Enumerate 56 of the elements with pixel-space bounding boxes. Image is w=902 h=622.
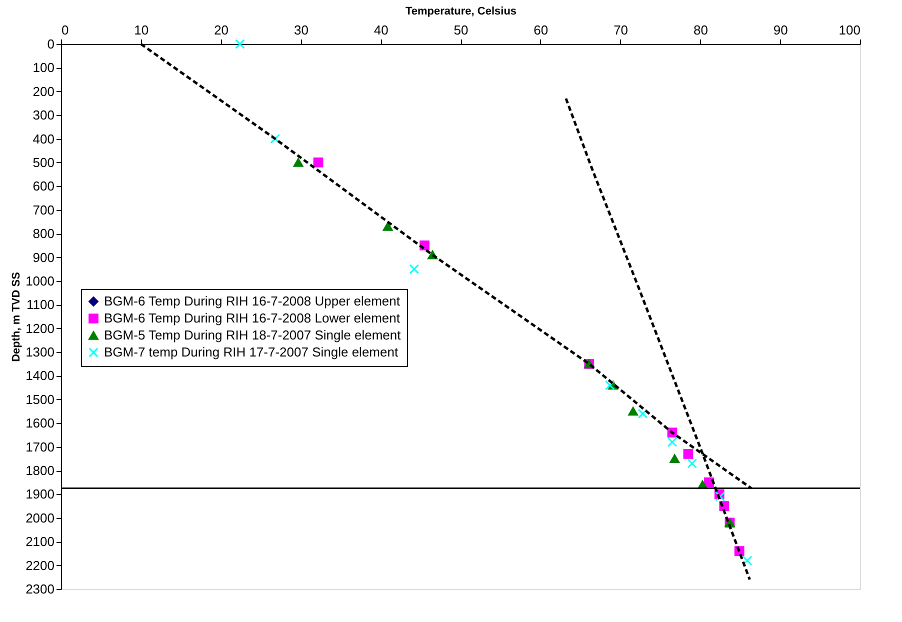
y-tick-label: 300 xyxy=(32,108,54,123)
x-tick-label: 0 xyxy=(62,22,69,38)
y-tick-label: 2000 xyxy=(26,510,54,526)
x-tick-label: 60 xyxy=(534,22,548,38)
y-tick-label: 2300 xyxy=(26,582,54,596)
legend-label: BGM-6 Temp During RIH 16-7-2008 Upper element xyxy=(104,294,400,308)
x-tick-label: 10 xyxy=(134,22,149,38)
y-tick-label: 1700 xyxy=(26,439,54,454)
legend-label: BGM-6 Temp During RIH 16-7-2008 Lower element xyxy=(104,310,400,326)
point xyxy=(382,222,393,231)
point xyxy=(667,437,678,448)
y-tick-label: 2100 xyxy=(26,534,54,550)
y-tick-label: 1400 xyxy=(26,368,54,384)
y-tick-label: 1000 xyxy=(26,273,54,288)
point xyxy=(683,449,694,459)
y-tick-label: 600 xyxy=(32,178,54,194)
y-tick-label: 1200 xyxy=(26,320,54,336)
y-tick-label: 1800 xyxy=(26,463,54,478)
point xyxy=(742,556,752,566)
legend-label: BGM-5 Temp During RIH 18-7-2007 Single element xyxy=(104,328,402,342)
y-tick-label: 1900 xyxy=(26,486,54,502)
point xyxy=(715,492,726,502)
y-tick-label: 500 xyxy=(32,154,54,170)
x-tick-label: 40 xyxy=(374,22,388,38)
point xyxy=(687,458,698,468)
y-tick-label: 200 xyxy=(32,84,54,99)
y-tick-label: 0 xyxy=(47,36,54,52)
y-tick-label: 2200 xyxy=(26,558,54,573)
y-tick-label: 1300 xyxy=(26,344,54,360)
x-tick-label: 70 xyxy=(614,22,628,38)
point xyxy=(270,134,280,144)
x-tick-label: 80 xyxy=(693,22,708,38)
point xyxy=(293,158,304,167)
point xyxy=(628,406,638,416)
y-tick-label: 1500 xyxy=(26,392,54,407)
y-tick-label: 800 xyxy=(32,226,54,242)
x-tick-label: 30 xyxy=(294,22,308,38)
y-axis-title: Depth, m TVD SS xyxy=(10,272,23,362)
y-tick-label: 400 xyxy=(32,131,54,146)
point xyxy=(313,158,324,168)
y-tick-label: 100 xyxy=(32,60,54,76)
y-tick-label: 1600 xyxy=(26,416,54,431)
y-tick-label: 1100 xyxy=(26,297,54,312)
x-axis-title: Temperature, Celsius xyxy=(405,6,517,18)
y-tick-label: 900 xyxy=(32,250,54,265)
y-tick-label: 700 xyxy=(32,202,54,218)
point xyxy=(409,264,420,274)
x-tick-label: 100 xyxy=(838,22,860,38)
legend-label: BGM-7 temp During RIH 17-7-2007 Single element xyxy=(104,344,398,360)
point xyxy=(670,454,680,464)
point xyxy=(235,39,245,49)
point xyxy=(638,408,648,419)
x-tick-label: 50 xyxy=(454,22,468,38)
x-tick-label: 90 xyxy=(773,22,788,38)
point xyxy=(604,380,615,390)
x-tick-label: 20 xyxy=(214,22,229,38)
